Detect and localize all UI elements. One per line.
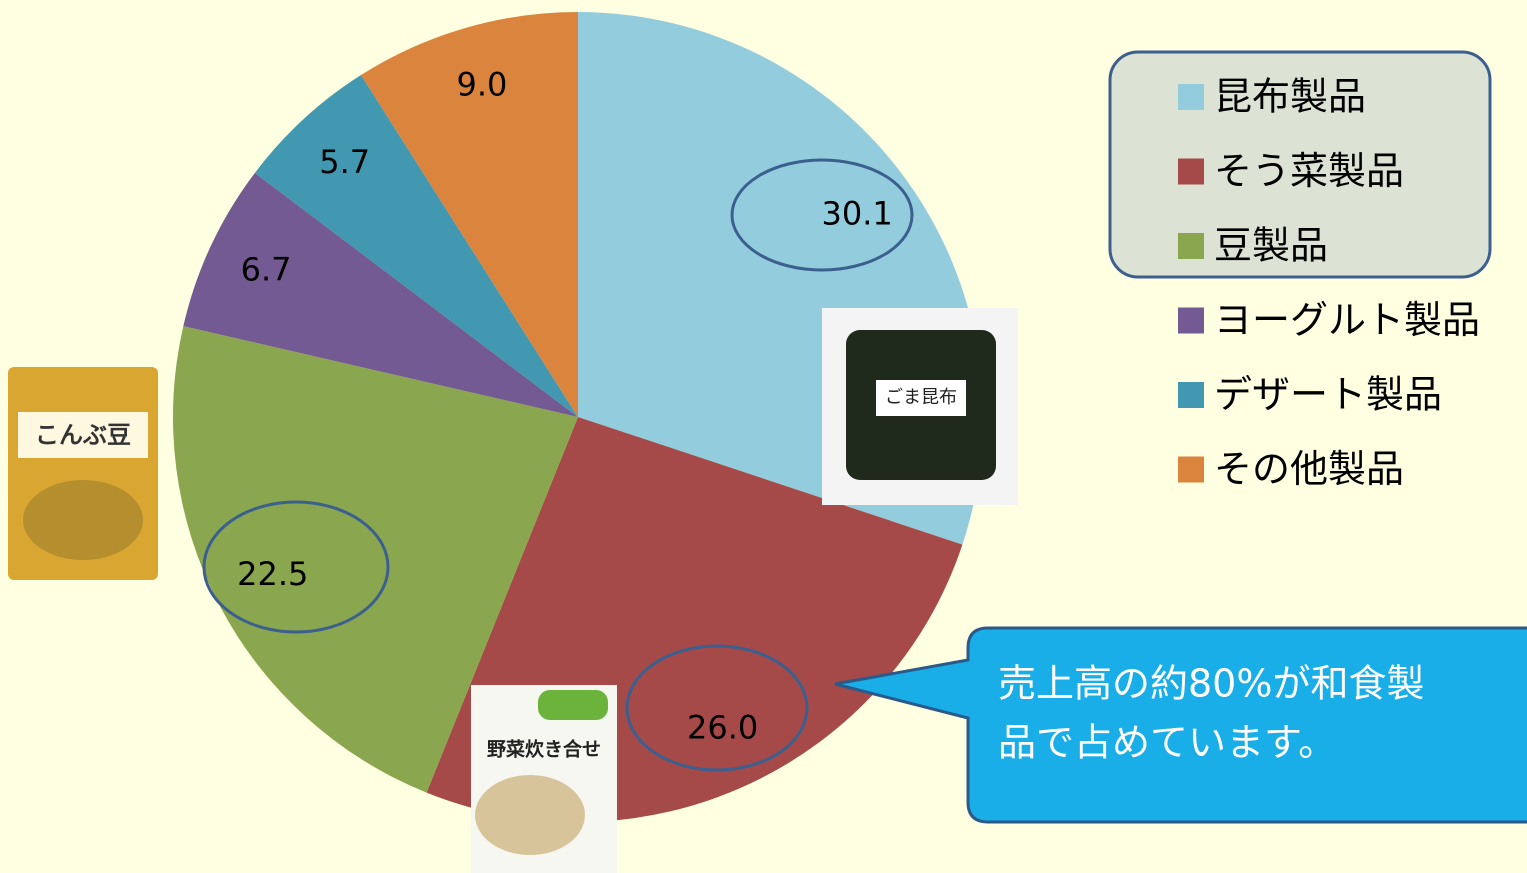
data-label: 6.7: [241, 250, 292, 288]
product-label: こんぶ豆: [35, 421, 131, 449]
data-label: 30.1: [822, 195, 893, 233]
legend-swatch: [1178, 159, 1204, 185]
product-label: 野菜炊き合せ: [487, 738, 601, 761]
legend-label: そう菜製品: [1214, 149, 1404, 193]
legend-label: 昆布製品: [1214, 75, 1366, 119]
data-label: 5.7: [319, 143, 370, 181]
legend-swatch: [1178, 382, 1204, 408]
legend-label: その他製品: [1214, 447, 1404, 491]
legend-swatch: [1178, 233, 1204, 259]
legend-label: デザート製品: [1214, 373, 1442, 417]
legend-label: ヨーグルト製品: [1214, 298, 1480, 342]
legend-swatch: [1178, 84, 1204, 110]
callout-text: 品で占めています。: [998, 721, 1336, 765]
product-image: ごま昆布: [822, 308, 1018, 505]
product-image: 野菜炊き合せ: [471, 685, 617, 873]
data-label: 22.5: [237, 555, 308, 593]
chart: 30.1 26.0 22.5 6.7 5.7 9.0 昆布製品そう菜製品豆製品ヨーグルト製…: [0, 0, 1527, 873]
product-image: こんぶ豆: [8, 367, 158, 580]
page: 30.1 26.0 22.5 6.7 5.7 9.0 昆布製品そう菜製品豆製品ヨーグルト製…: [0, 0, 1527, 873]
callout-text: 売上高の約80%が和食製: [998, 662, 1424, 706]
legend-label: 豆製品: [1214, 224, 1328, 268]
product-photo: [23, 480, 143, 560]
legend-swatch: [1178, 457, 1204, 483]
product-label: ごま昆布: [885, 387, 957, 408]
data-label: 26.0: [687, 708, 758, 746]
legend-swatch: [1178, 308, 1204, 334]
product-badge: [538, 690, 608, 720]
product-photo: [475, 775, 585, 855]
data-label: 9.0: [457, 65, 508, 103]
